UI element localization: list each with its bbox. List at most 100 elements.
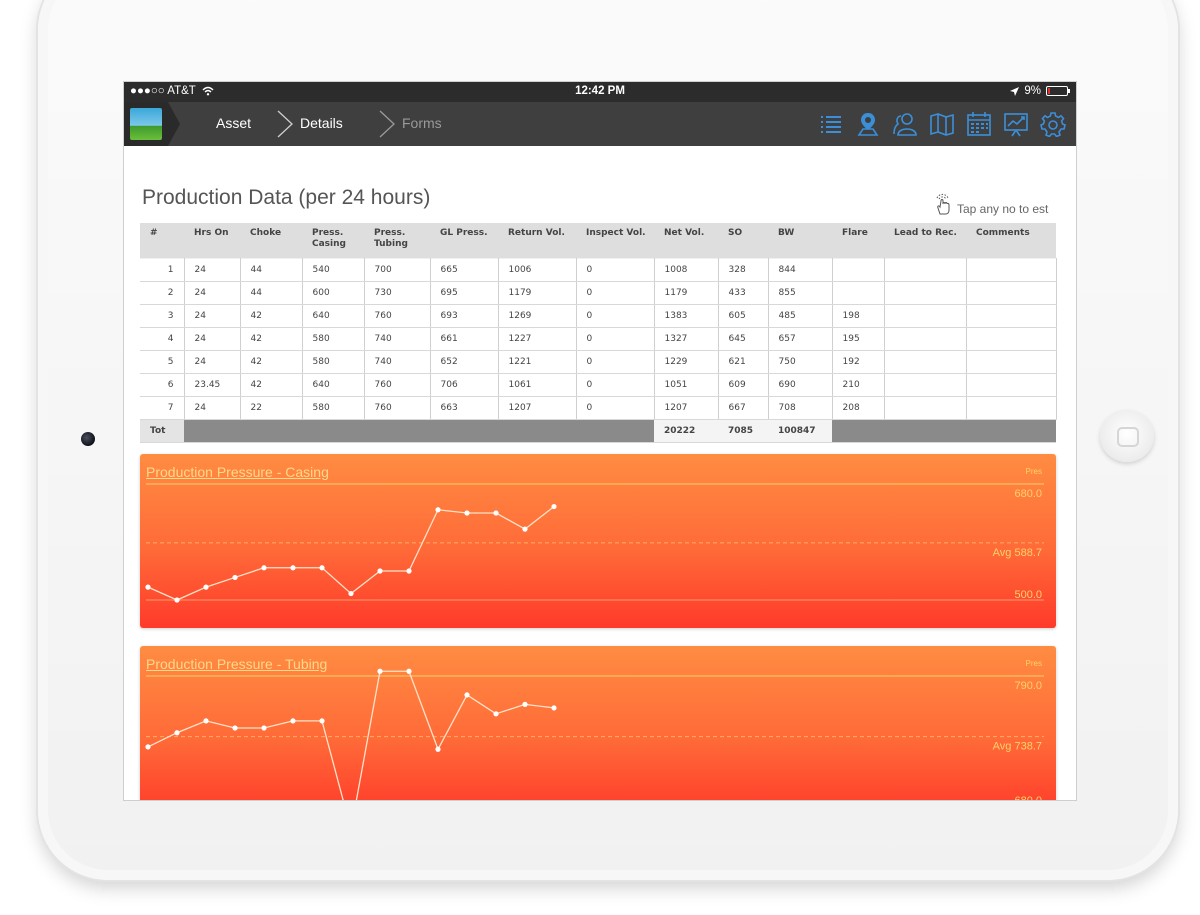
table-cell[interactable]: 0 (576, 258, 655, 282)
table-cell[interactable] (832, 281, 885, 305)
table-cell[interactable]: 645 (718, 327, 769, 351)
data-point[interactable] (406, 568, 412, 574)
table-cell[interactable]: 42 (240, 373, 303, 397)
data-point[interactable] (261, 725, 267, 731)
data-point[interactable] (319, 718, 325, 724)
table-row[interactable]: 2 24 44 600 730 695 1179 0 1179 433 855 (140, 281, 1057, 305)
table-cell[interactable]: 1207 (654, 396, 719, 420)
table-cell[interactable]: 485 (768, 304, 833, 328)
table-cell[interactable]: 23.45 (184, 373, 241, 397)
data-point[interactable] (261, 565, 267, 571)
table-cell[interactable]: 855 (768, 281, 833, 305)
table-cell[interactable]: 700 (364, 258, 431, 282)
table-cell[interactable]: 667 (718, 396, 769, 420)
table-cell[interactable]: 580 (302, 350, 365, 374)
table-cell[interactable]: 44 (240, 258, 303, 282)
table-cell[interactable] (884, 396, 967, 420)
table-cell[interactable]: 0 (576, 327, 655, 351)
location-pin-icon[interactable] (855, 111, 881, 137)
table-cell[interactable]: 706 (430, 373, 499, 397)
table-cell[interactable]: 0 (576, 373, 655, 397)
breadcrumb-forms[interactable]: Forms (402, 115, 442, 131)
data-point[interactable] (377, 568, 383, 574)
table-cell[interactable]: 0 (576, 281, 655, 305)
data-point[interactable] (203, 584, 209, 590)
table-cell[interactable]: 24 (184, 304, 241, 328)
table-cell[interactable]: 0 (576, 350, 655, 374)
chart-board-icon[interactable] (1003, 111, 1029, 137)
breadcrumb-asset[interactable]: Asset (216, 115, 252, 131)
table-cell[interactable]: 24 (184, 396, 241, 420)
table-cell[interactable]: 760 (364, 373, 431, 397)
table-cell[interactable] (966, 281, 1057, 305)
gear-icon[interactable] (1040, 111, 1066, 137)
table-cell[interactable]: 750 (768, 350, 833, 374)
table-cell[interactable]: 690 (768, 373, 833, 397)
table-cell[interactable]: 0 (576, 304, 655, 328)
data-point[interactable] (493, 711, 499, 717)
data-point[interactable] (290, 718, 296, 724)
data-point[interactable] (174, 730, 180, 736)
table-cell[interactable]: 0 (576, 396, 655, 420)
table-cell[interactable]: 661 (430, 327, 499, 351)
table-row[interactable]: 3 24 42 640 760 693 1269 0 1383 605 485 198 (140, 304, 1057, 328)
table-cell[interactable]: 695 (430, 281, 499, 305)
data-point[interactable] (493, 510, 499, 516)
app-logo-tile[interactable] (124, 102, 180, 146)
table-cell[interactable]: 740 (364, 327, 431, 351)
table-cell[interactable]: 760 (364, 396, 431, 420)
table-cell[interactable]: 5 (140, 350, 185, 374)
data-point[interactable] (348, 590, 354, 597)
table-cell[interactable] (966, 396, 1057, 420)
table-cell[interactable]: 208 (832, 396, 885, 420)
table-cell[interactable]: 540 (302, 258, 365, 282)
data-point[interactable] (290, 565, 296, 571)
data-point[interactable] (145, 744, 151, 750)
table-cell[interactable] (966, 327, 1057, 351)
table-cell[interactable]: 1227 (498, 327, 577, 351)
table-cell[interactable]: 1327 (654, 327, 719, 351)
table-row[interactable]: 6 23.45 42 640 760 706 1061 0 1051 609 690 210 (140, 373, 1057, 397)
table-cell[interactable]: 42 (240, 304, 303, 328)
table-cell[interactable]: 740 (364, 350, 431, 374)
data-point[interactable] (377, 668, 383, 674)
table-cell[interactable]: 652 (430, 350, 499, 374)
table-cell[interactable] (966, 373, 1057, 397)
users-icon[interactable] (892, 111, 918, 137)
list-icon[interactable] (818, 111, 844, 137)
table-cell[interactable]: 621 (718, 350, 769, 374)
table-cell[interactable]: 844 (768, 258, 833, 282)
data-point[interactable] (551, 705, 557, 711)
table-cell[interactable]: 1229 (654, 350, 719, 374)
home-button[interactable] (1100, 410, 1154, 462)
table-cell[interactable]: 433 (718, 281, 769, 305)
table-cell[interactable]: 609 (718, 373, 769, 397)
calendar-icon[interactable] (966, 111, 992, 137)
data-point[interactable] (551, 503, 557, 510)
table-row[interactable]: 5 24 42 580 740 652 1221 0 1229 621 750 192 (140, 350, 1057, 374)
table-cell[interactable]: 657 (768, 327, 833, 351)
table-cell[interactable] (884, 258, 967, 282)
data-point[interactable] (406, 668, 412, 674)
table-cell[interactable]: 3 (140, 304, 185, 328)
table-cell[interactable]: 1061 (498, 373, 577, 397)
table-cell[interactable] (966, 258, 1057, 282)
table-cell[interactable]: 1383 (654, 304, 719, 328)
table-cell[interactable]: 1 (140, 258, 185, 282)
table-cell[interactable]: 640 (302, 373, 365, 397)
table-cell[interactable] (884, 373, 967, 397)
table-row[interactable]: 1 24 44 540 700 665 1006 0 1008 328 844 (140, 258, 1057, 282)
table-cell[interactable]: 1006 (498, 258, 577, 282)
table-cell[interactable]: 44 (240, 281, 303, 305)
data-point[interactable] (464, 510, 470, 516)
data-point[interactable] (232, 725, 238, 731)
table-cell[interactable]: 1051 (654, 373, 719, 397)
table-cell[interactable]: 24 (184, 258, 241, 282)
table-cell[interactable]: 1179 (498, 281, 577, 305)
table-cell[interactable]: 663 (430, 396, 499, 420)
data-point[interactable] (522, 526, 528, 532)
table-cell[interactable] (966, 350, 1057, 374)
data-point[interactable] (435, 746, 441, 752)
table-cell[interactable] (884, 327, 967, 351)
table-cell[interactable]: 580 (302, 396, 365, 420)
